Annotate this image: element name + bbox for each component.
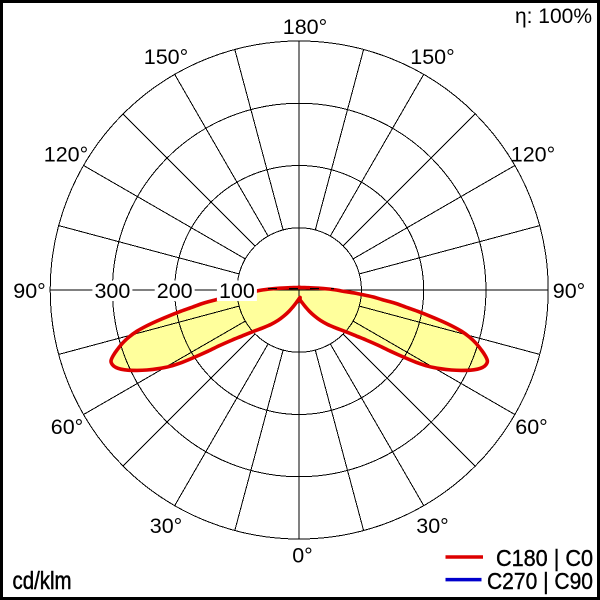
svg-text:C270 | C90: C270 | C90: [487, 568, 593, 594]
svg-text:60°: 60°: [51, 415, 84, 439]
svg-text:100: 100: [219, 279, 255, 303]
svg-text:90°: 90°: [553, 279, 586, 303]
svg-text:180°: 180°: [283, 15, 327, 39]
svg-text:60°: 60°: [515, 415, 548, 439]
svg-text:120°: 120°: [511, 143, 555, 167]
svg-text:30°: 30°: [150, 514, 183, 538]
svg-text:150°: 150°: [144, 45, 188, 69]
svg-text:30°: 30°: [416, 514, 449, 538]
svg-text:120°: 120°: [44, 143, 88, 167]
svg-text:150°: 150°: [410, 45, 454, 69]
svg-text:200: 200: [157, 279, 193, 303]
svg-text:C180 | C0: C180 | C0: [496, 545, 593, 571]
svg-text:0°: 0°: [292, 543, 313, 567]
svg-text:300: 300: [94, 279, 130, 303]
svg-text:cd/klm: cd/klm: [13, 567, 72, 595]
svg-text:η: 100%: η: 100%: [515, 5, 592, 28]
svg-text:90°: 90°: [13, 279, 46, 303]
